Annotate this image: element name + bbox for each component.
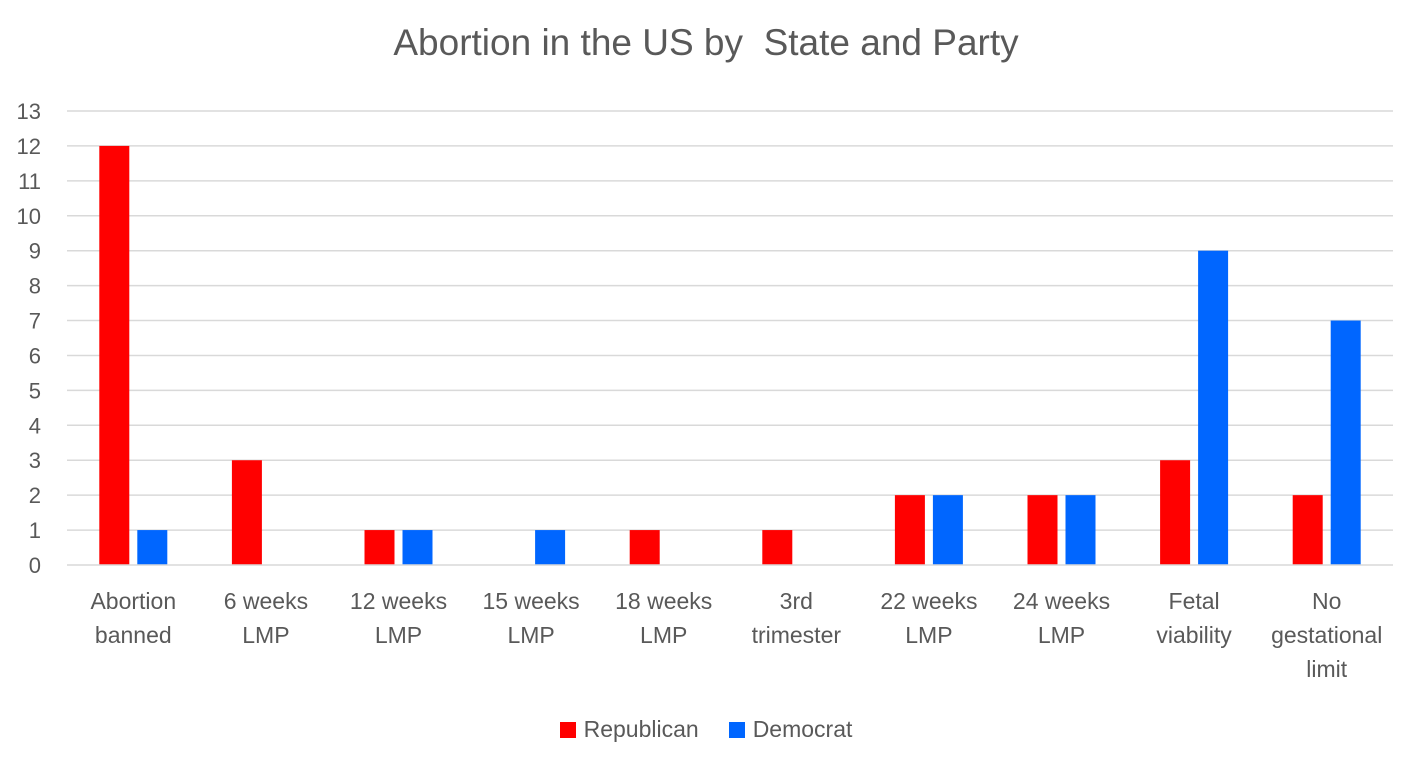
x-category-label: 12 weeks LMP	[350, 588, 447, 648]
bar-republican	[762, 530, 793, 565]
y-tick-label: 13	[17, 99, 41, 124]
x-category-label: No gestational limit	[1271, 588, 1382, 682]
x-category-label: 22 weeks LMP	[880, 588, 977, 648]
x-axis-labels: Abortion banned 6 weeks LMP 12 weeks LMP 15 we…	[90, 588, 1382, 682]
bar-republican	[1292, 495, 1323, 565]
gridlines	[67, 110, 1393, 531]
y-tick-label: 4	[29, 413, 41, 438]
legend-item-democrat: Democrat	[728, 716, 853, 743]
y-tick-label: 6	[29, 343, 41, 368]
bar-republican	[629, 530, 660, 565]
y-tick-label: 12	[17, 134, 41, 159]
x-category-label: 18 weeks LMP	[615, 588, 712, 648]
bar-republican	[364, 530, 395, 565]
y-tick-label: 10	[17, 204, 41, 229]
y-tick-label: 1	[29, 518, 41, 543]
legend: Republican Democrat	[0, 716, 1412, 743]
y-tick-label: 2	[29, 483, 41, 508]
y-tick-label: 3	[29, 448, 41, 473]
bar-democrat	[1198, 250, 1229, 565]
bar-democrat	[402, 530, 433, 565]
x-category-label: Abortion banned	[90, 588, 176, 648]
legend-label: Republican	[583, 716, 699, 742]
bar-republican	[894, 495, 925, 565]
legend-label: Democrat	[752, 716, 853, 742]
bar-democrat	[137, 530, 168, 565]
x-category-label: 15 weeks LMP	[483, 588, 580, 648]
bar-democrat	[535, 530, 566, 565]
legend-swatch	[559, 721, 576, 738]
bar-republican	[231, 460, 262, 565]
bar-democrat	[1065, 495, 1096, 565]
bar-republican	[1160, 460, 1191, 565]
y-tick-label: 11	[18, 169, 41, 194]
chart-title: Abortion in the US by State and Party	[393, 22, 1019, 63]
y-tick-label: 0	[29, 553, 41, 578]
bar-democrat	[932, 495, 963, 565]
bar-republican	[99, 145, 130, 565]
y-tick-label: 5	[29, 378, 41, 403]
legend-swatch	[728, 721, 745, 738]
bar-democrat	[1330, 320, 1361, 565]
bars	[99, 145, 1361, 565]
x-category-label: Fetal viability	[1156, 588, 1232, 648]
x-category-label: 24 weeks LMP	[1013, 588, 1110, 648]
y-tick-label: 9	[29, 239, 41, 264]
x-category-label: 3rd trimester	[752, 588, 842, 648]
y-tick-label: 8	[29, 274, 41, 299]
legend-item-republican: Republican	[559, 716, 699, 743]
y-tick-label: 7	[29, 309, 41, 334]
x-category-label: 6 weeks LMP	[224, 588, 308, 648]
bar-republican	[1027, 495, 1058, 565]
